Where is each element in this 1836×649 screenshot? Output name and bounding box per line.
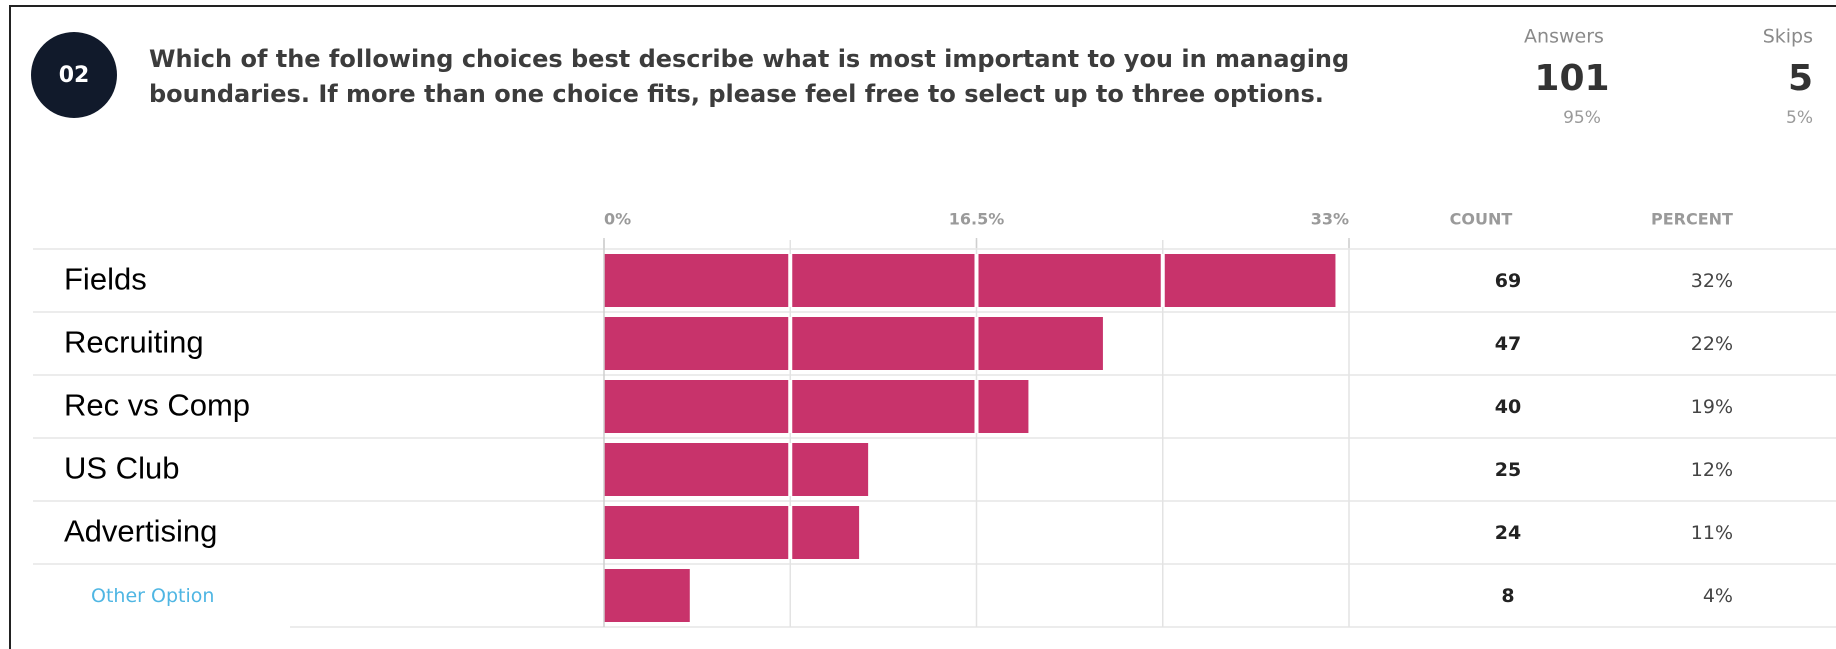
question-text: Which of the following choices best desc… <box>149 45 1349 73</box>
x-tick-label: 16.5% <box>949 210 1005 229</box>
bar <box>604 506 860 559</box>
bar <box>604 569 690 622</box>
count-value: 8 <box>1501 585 1514 607</box>
question-badge <box>31 32 117 118</box>
category-label: US Club <box>64 451 179 486</box>
x-tick-label: 33% <box>1311 210 1349 229</box>
stat-percent: 5% <box>1786 108 1813 128</box>
category-label: Fields <box>64 262 147 297</box>
percent-value: 19% <box>1691 396 1733 418</box>
bar <box>604 317 1103 370</box>
stat-value: 101 <box>1534 58 1609 99</box>
category-label: Recruiting <box>64 325 204 360</box>
percent-value: 32% <box>1691 270 1733 292</box>
count-value: 40 <box>1495 396 1521 418</box>
stat-percent: 95% <box>1563 108 1601 128</box>
percent-value: 11% <box>1691 522 1733 544</box>
question-number: 02 <box>59 63 90 88</box>
category-label: Advertising <box>64 514 217 549</box>
count-value: 69 <box>1495 270 1521 292</box>
column-header: PERCENT <box>1651 210 1733 229</box>
question-text: boundaries. If more than one choice fits… <box>149 80 1324 108</box>
stat-label: Answers <box>1524 26 1604 48</box>
bar <box>604 443 869 496</box>
stat-value: 5 <box>1788 58 1813 99</box>
category-label: Rec vs Comp <box>64 388 250 423</box>
bar <box>604 254 1336 307</box>
category-label[interactable]: Other Option <box>91 585 214 607</box>
percent-value: 22% <box>1691 333 1733 355</box>
x-tick-label: 0% <box>604 210 631 229</box>
count-value: 25 <box>1495 459 1521 481</box>
count-value: 47 <box>1495 333 1521 355</box>
percent-value: 12% <box>1691 459 1733 481</box>
bar <box>604 380 1029 433</box>
percent-value: 4% <box>1703 585 1733 607</box>
stat-label: Skips <box>1763 26 1813 48</box>
column-header: COUNT <box>1450 210 1513 229</box>
count-value: 24 <box>1495 522 1521 544</box>
